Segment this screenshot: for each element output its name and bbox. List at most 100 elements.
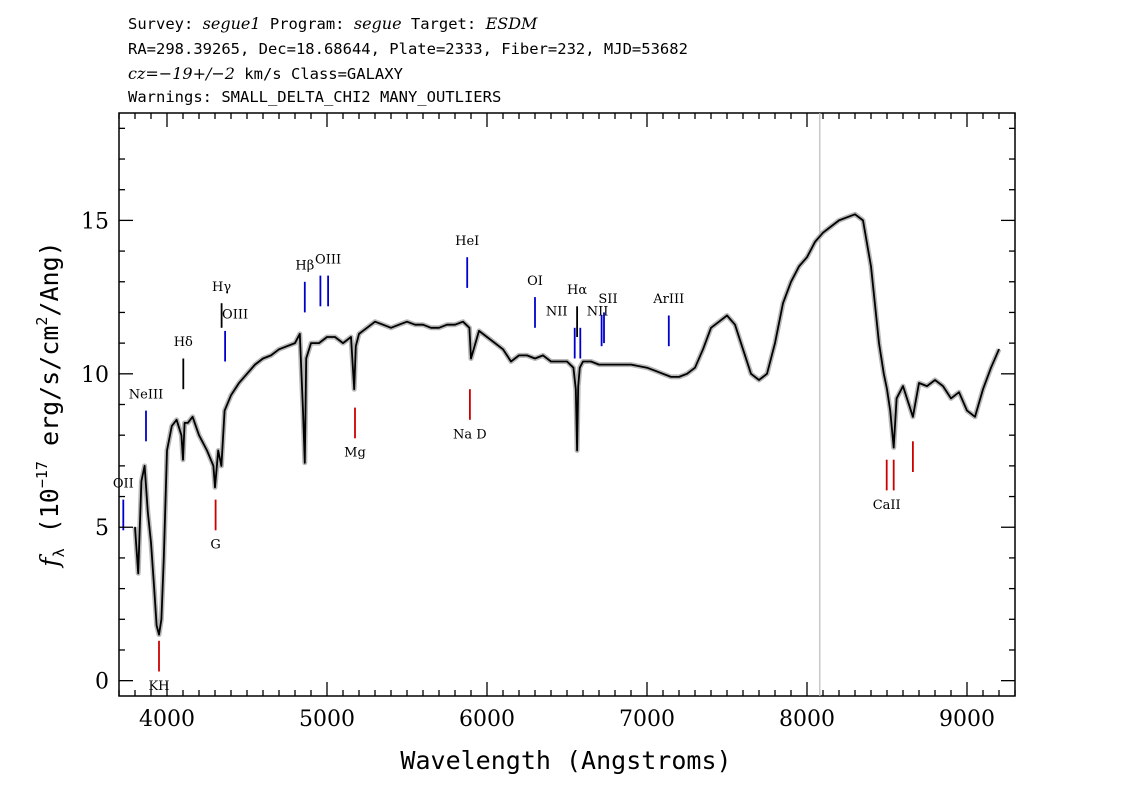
series-0-point-130 <box>974 416 976 418</box>
series-0-point-32 <box>278 348 280 350</box>
line-marker-label-3: Hδ <box>174 335 193 350</box>
series-0-point-10 <box>163 557 165 559</box>
series-0-point-129 <box>966 410 968 412</box>
series-0-point-51 <box>390 327 392 329</box>
series-0-point-3 <box>144 465 146 467</box>
series-0-point-20 <box>206 449 208 452</box>
series-0-point-110 <box>838 219 840 221</box>
series-0-point-65 <box>494 342 496 344</box>
series-0-point-116 <box>883 373 885 375</box>
series-0-point-6 <box>153 588 155 590</box>
series-0-point-93 <box>702 348 704 350</box>
header-block: Survey: segue1 Program: segue Target: ES… <box>128 14 688 106</box>
series-0-point-16 <box>184 422 186 424</box>
series-0-point-106 <box>806 256 808 258</box>
series-0-point-113 <box>862 219 864 221</box>
series-0-point-34 <box>294 342 296 344</box>
series-0-point-74 <box>566 360 568 363</box>
series-0-point-48 <box>366 327 368 329</box>
line-marker-label-9: OIII <box>315 252 341 267</box>
series-0-point-84 <box>614 364 616 366</box>
series-0-point-35 <box>299 333 301 335</box>
series-0-point-37 <box>304 462 306 464</box>
series-0-point-25 <box>224 410 226 412</box>
series-0-point-66 <box>502 348 504 350</box>
series-0-point-133 <box>998 348 1000 350</box>
series-0-point-70 <box>534 357 536 360</box>
y-axis-ticks: 0 5 10 15 <box>81 127 1015 695</box>
series-0-point-17 <box>187 422 189 424</box>
series-0-point-59 <box>454 324 456 326</box>
series-0-point-99 <box>750 373 752 375</box>
series-0-point-119 <box>893 446 895 449</box>
series-0-point-62 <box>470 357 472 360</box>
series-0-point-64 <box>486 336 488 338</box>
header-line-2: RA=298.39265, Dec=18.68644, Plate=2333, … <box>128 40 688 58</box>
line-marker-label-12: Na D <box>453 427 487 442</box>
series-0-point-22 <box>214 486 216 488</box>
series-0-point-5 <box>150 542 152 544</box>
x-tick-label-5000: 5000 <box>299 707 355 732</box>
series-0-point-14 <box>180 434 182 436</box>
series-0-point-36 <box>302 410 304 412</box>
header-line-1: Survey: segue1 Program: segue Target: ES… <box>128 14 538 33</box>
series-0-point-111 <box>846 216 848 218</box>
series-0-point-118 <box>889 410 891 412</box>
series-0-point-44 <box>350 336 352 338</box>
series-0-point-42 <box>334 336 336 338</box>
series-0-point-95 <box>718 321 720 323</box>
series-0-point-15 <box>182 459 184 461</box>
x-tick-label-4000: 4000 <box>139 707 195 732</box>
series-0-line <box>134 213 1000 636</box>
x-tick-label-9000: 9000 <box>939 707 995 732</box>
series-0-point-114 <box>870 265 872 267</box>
series-0-error-band <box>132 211 1002 638</box>
series-0-point-100 <box>758 379 760 381</box>
series-layer <box>134 213 1000 636</box>
y-tick-label-15: 15 <box>81 209 109 234</box>
line-marker-label-15: Hα <box>567 283 587 298</box>
series-0-point-107 <box>814 241 816 243</box>
line-marker-label-11: HeI <box>455 234 479 249</box>
series-0-point-108 <box>822 232 824 234</box>
line-marker-label-6: OIII <box>222 308 248 323</box>
series-0-point-75 <box>572 367 575 369</box>
series-0-point-49 <box>374 321 376 323</box>
series-0-point-91 <box>686 373 688 375</box>
series-0-point-56 <box>430 327 432 329</box>
series-0-point-8 <box>158 634 160 636</box>
plot-frame <box>118 112 1016 697</box>
series-0-point-9 <box>160 618 162 620</box>
line-marker-label-14: NII <box>546 305 568 320</box>
series-0-point-4 <box>147 511 149 513</box>
series-0-point-73 <box>558 360 560 363</box>
y-tick-label-5: 5 <box>95 516 109 541</box>
series-0-point-103 <box>782 302 784 304</box>
header-line-4: Warnings: SMALL_DELTA_CHI2 MANY_OUTLIERS <box>128 88 501 106</box>
line-marker-label-0: OII <box>113 476 134 491</box>
series-0-point-80 <box>582 360 584 363</box>
y-axis-label: fλ (10−17 erg/s/cm2/Ang) <box>33 241 68 568</box>
series-0-point-39 <box>310 342 312 344</box>
line-marker-label-4: G <box>210 538 220 553</box>
series-0-point-98 <box>742 348 744 350</box>
series-0-point-83 <box>606 364 608 366</box>
series-0-point-43 <box>342 342 344 344</box>
series-0-point-67 <box>510 360 512 363</box>
series-0-point-125 <box>934 379 936 381</box>
x-axis-ticks: 4000 5000 6000 7000 8000 9000 <box>118 113 1016 732</box>
series-0-point-53 <box>406 321 408 323</box>
series-0-point-23 <box>217 449 219 452</box>
series-0-point-7 <box>156 624 158 627</box>
series-0-point-94 <box>710 327 712 329</box>
series-0-point-38 <box>305 357 307 360</box>
series-0-point-78 <box>577 385 579 387</box>
series-0-point-128 <box>958 391 960 393</box>
series-0-point-46 <box>355 345 357 347</box>
series-0-point-86 <box>646 367 648 369</box>
series-0-point-112 <box>854 213 856 215</box>
series-0-point-122 <box>912 416 914 418</box>
series-0-point-31 <box>270 354 272 356</box>
